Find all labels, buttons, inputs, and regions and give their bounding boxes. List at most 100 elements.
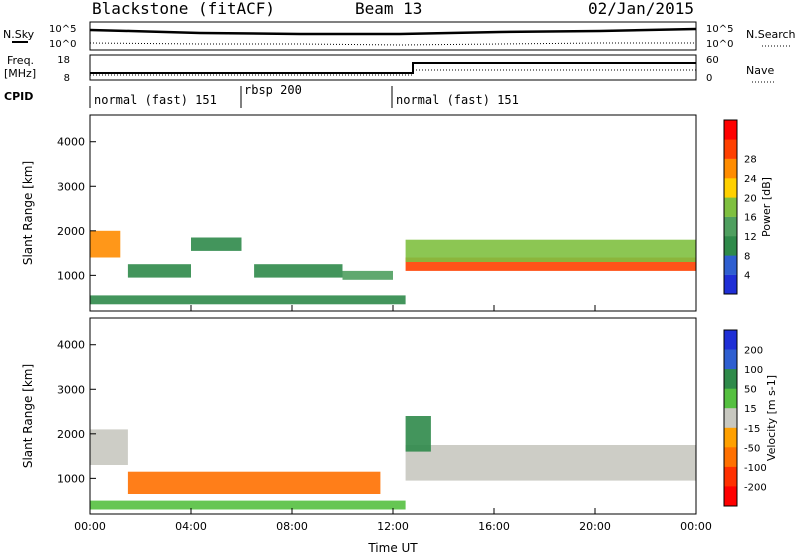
velocity-cbar-tick-3: 15 [744,404,757,415]
beam-title: Beam 13 [355,0,422,18]
nsky-label: N.Sky [3,28,35,41]
velocity-cbar-tick-0: 200 [744,346,763,357]
power-cbar-tick-5: 24 [744,174,757,185]
velocity-colorbar-label: Velocity [m s-1] [765,375,778,461]
x-tick-label-0: 00:00 [74,520,106,533]
power-colorbar-ticks: 4 8 12 16 20 24 28 [744,155,757,282]
power-colorbar-swatches [724,120,737,295]
velocity-cbar-tick-4: -15 [744,424,760,435]
velocity-cbar-tick-5: -50 [744,443,760,454]
velocity-cbar-swatch-0 [724,330,737,350]
power-cbar-tick-0: 4 [744,271,750,282]
y-tick-label-0-3: 4000 [57,136,85,149]
cpid-segment-3: normal (fast) 151 [396,93,519,107]
nsearch-trace [89,42,696,46]
x-tick-label-4: 16:00 [478,520,510,533]
power-cbar-swatch-8 [724,120,737,140]
cpid-label: CPID [4,90,33,103]
velocity-cbar-tick-7: -200 [744,482,767,493]
power-colorbar-frame [723,119,738,295]
freq-left-tick-high: 18 [57,55,70,66]
velocity-cbar-swatch-1 [724,349,737,370]
noise-right-tick-low: 10^0 [706,39,733,50]
power-y-axis-label: Slant Range [km] [21,161,35,265]
heatmap-cell-0-2 [90,230,121,258]
power-cbar-swatch-6 [724,158,737,179]
y-tick-label-0-0: 1000 [57,269,85,282]
freq-label-line1: Freq. [7,54,34,67]
velocity-cbar-swatch-5 [724,427,737,448]
heatmap-cell-0-4 [191,237,242,251]
freq-label-line2: [MHz] [4,67,36,80]
velocity-cbar-tick-2: 50 [744,385,757,396]
velocity-cbar-swatch-7 [724,466,737,487]
velocity-colorbar-frame [723,329,738,507]
y-tick-label-1-0: 1000 [57,472,85,485]
x-tick-label-5: 20:00 [579,520,611,533]
freq-left-tick-low: 8 [64,73,70,84]
power-cbar-swatch-3 [724,216,737,237]
power-cbar-tick-6: 28 [744,155,757,166]
velocity-colorbar: 200 100 50 15 -15 -50 -100 -200 Velocity [m s-1… [723,329,778,507]
noise-panel-frame [89,21,697,51]
power-cbar-tick-3: 16 [744,213,757,224]
nave-trace [90,69,696,76]
power-cbar-swatch-0 [724,274,737,295]
velocity-y-axis: 1000 2000 3000 4000 [57,339,96,485]
x-axis-label: Time UT [367,541,418,554]
power-y-axis: 1000 2000 3000 4000 [57,136,96,282]
heatmap-cell-1-1 [405,445,696,481]
power-cbar-swatch-1 [724,255,737,275]
noise-left-tick-high: 10^5 [49,24,76,35]
power-x-axis [89,305,697,311]
y-tick-label-1-1: 2000 [57,428,85,441]
freq-trace [90,62,696,74]
y-tick-label-1-2: 3000 [57,383,85,396]
x-tick-label-3: 12:00 [377,520,409,533]
power-cbar-tick-1: 8 [744,251,750,262]
velocity-colorbar-ticks: 200 100 50 15 -15 -50 -100 -200 [744,346,767,494]
nave-label: Nave [746,64,774,77]
freq-right-tick-low: 0 [706,73,712,84]
velocity-cbar-swatch-2 [724,369,737,389]
power-colorbar-label: Power [dB] [760,177,773,237]
heatmap-cell-1-3 [90,500,406,510]
velocity-cbar-swatch-8 [724,486,737,507]
velocity-colorbar-swatches [724,330,737,507]
power-panel: 1000 2000 3000 4000 Slant Range [km] [21,114,697,312]
heatmap-cell-0-1 [405,239,696,262]
heatmap-cell-1-4 [405,416,431,452]
y-tick-label-0-1: 2000 [57,225,85,238]
power-cbar-tick-4: 20 [744,193,757,204]
velocity-y-axis-label: Slant Range [km] [21,364,35,468]
y-tick-label-0-2: 3000 [57,180,85,193]
heatmap-cell-1-2 [127,471,381,494]
cpid-segment-1: normal (fast) 151 [94,93,217,107]
velocity-cbar-tick-1: 100 [744,365,763,376]
power-cbar-tick-2: 12 [744,232,757,243]
velocity-cbar-swatch-3 [724,388,737,409]
x-tick-label-2: 08:00 [276,520,308,533]
x-tick-label-6: 00:00 [680,520,712,533]
nsearch-label: N.Search [746,28,796,41]
velocity-cbar-swatch-4 [724,408,737,429]
noise-right-tick-high: 10^5 [706,24,733,35]
freq-panel-frame [89,54,697,81]
freq-right-tick-high: 60 [706,55,719,66]
station-title: Blackstone (fitACF) [92,0,275,18]
power-panel-background [90,115,696,311]
heatmap-cell-1-0 [90,429,128,465]
noise-left-tick-low: 10^0 [49,39,76,50]
date-title: 02/Jan/2015 [588,0,694,18]
velocity-panel: 1000 2000 3000 4000 Slant Range [km] 00:00 0… [21,317,712,554]
power-heatmap-marks [90,230,696,305]
power-cbar-swatch-2 [724,236,737,256]
nsky-trace [89,27,697,36]
power-cbar-swatch-5 [724,178,737,198]
power-cbar-swatch-7 [724,139,737,159]
velocity-cbar-swatch-6 [724,447,737,468]
y-tick-label-1-3: 4000 [57,339,85,352]
velocity-x-axis: 00:00 04:00 08:00 12:00 16:00 20:00 00:00 [74,508,712,533]
heatmap-cell-0-7 [90,295,406,305]
